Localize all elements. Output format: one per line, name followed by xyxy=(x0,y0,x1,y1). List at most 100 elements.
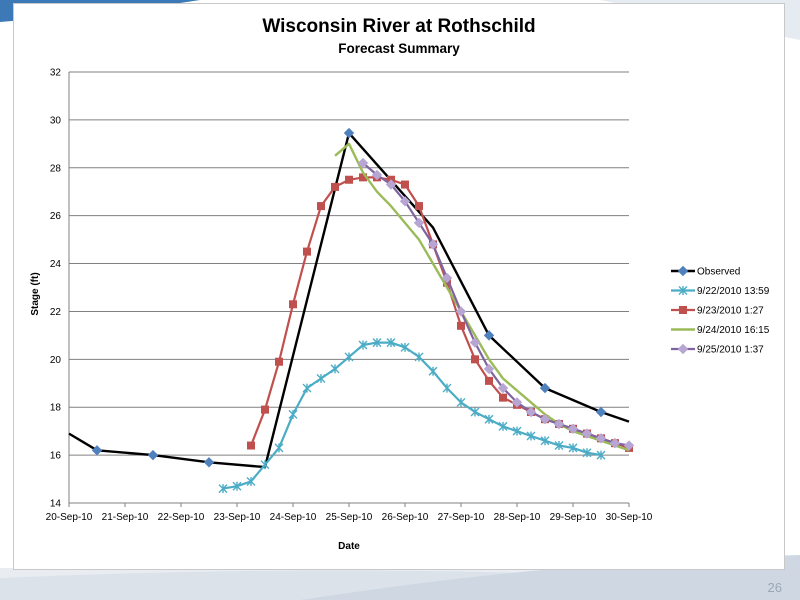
data-point xyxy=(91,445,103,456)
series-4 xyxy=(357,157,635,451)
data-point xyxy=(427,239,439,250)
chart-subtitle: Forecast Summary xyxy=(338,41,460,56)
data-point xyxy=(385,179,397,190)
data-point xyxy=(623,440,635,451)
x-tick-label: 24-Sep-10 xyxy=(270,512,317,523)
series-0 xyxy=(68,127,630,469)
data-point xyxy=(554,441,564,451)
legend-item: Observed xyxy=(671,265,740,278)
data-point xyxy=(497,382,509,394)
page-number: 26 xyxy=(767,580,782,595)
data-point xyxy=(316,373,326,383)
data-point xyxy=(511,397,523,408)
x-tick-label: 27-Sep-10 xyxy=(438,512,485,523)
data-point xyxy=(414,352,424,362)
data-point xyxy=(247,441,255,450)
data-point xyxy=(595,433,607,444)
series-line xyxy=(362,162,630,447)
data-point xyxy=(483,330,495,341)
y-tick-label: 16 xyxy=(50,451,62,462)
x-tick-label: 26-Sep-10 xyxy=(382,512,429,523)
data-point xyxy=(302,383,312,393)
legend-label: 9/23/2010 1:27 xyxy=(697,306,764,317)
x-tick-label: 28-Sep-10 xyxy=(494,512,541,523)
data-point xyxy=(413,217,425,229)
x-tick-label: 21-Sep-10 xyxy=(102,512,149,523)
data-point xyxy=(678,286,688,295)
x-tick-label: 25-Sep-10 xyxy=(326,512,373,523)
series-line xyxy=(334,142,630,452)
data-point xyxy=(246,476,256,486)
y-tick-label: 22 xyxy=(50,307,62,318)
data-point xyxy=(372,338,382,348)
data-point xyxy=(386,338,396,348)
data-point xyxy=(345,175,353,184)
y-tick-label: 26 xyxy=(50,211,62,222)
x-tick-label: 23-Sep-10 xyxy=(214,512,261,523)
data-point xyxy=(428,366,438,376)
data-point xyxy=(343,127,355,139)
data-point xyxy=(147,449,159,461)
data-point xyxy=(399,196,411,207)
y-tick-label: 14 xyxy=(50,499,62,510)
axes xyxy=(68,72,630,507)
data-point xyxy=(261,405,269,414)
x-tick-label: 30-Sep-10 xyxy=(606,512,653,523)
series-3 xyxy=(334,142,630,452)
y-tick-labels: 14 16 18 20 22 24 26 28 30 32 xyxy=(50,68,62,510)
data-point xyxy=(344,352,354,362)
data-point xyxy=(471,355,479,364)
data-point xyxy=(456,397,466,407)
x-tick-label: 22-Sep-10 xyxy=(158,512,205,523)
data-point xyxy=(677,343,689,355)
legend-item: 9/22/2010 13:59 xyxy=(671,286,770,297)
data-point xyxy=(401,180,409,189)
data-point xyxy=(415,202,423,211)
y-tick-label: 30 xyxy=(50,115,62,126)
data-point xyxy=(484,414,494,424)
data-point xyxy=(539,413,551,425)
data-point xyxy=(442,383,452,393)
data-point xyxy=(317,202,325,211)
legend-label: 9/24/2010 16:15 xyxy=(697,325,770,336)
data-point xyxy=(677,265,689,277)
data-point xyxy=(359,173,367,182)
data-point xyxy=(232,481,242,491)
series-lines xyxy=(68,127,635,494)
series-line xyxy=(222,341,602,490)
data-point xyxy=(525,406,537,418)
y-tick-label: 20 xyxy=(50,355,62,366)
data-point xyxy=(260,460,270,470)
legend-item: 9/23/2010 1:27 xyxy=(671,306,764,317)
y-tick-label: 24 xyxy=(50,259,62,270)
data-point xyxy=(553,418,565,430)
y-tick-label: 18 xyxy=(50,403,62,414)
y-tick-label: 28 xyxy=(50,163,62,174)
data-point xyxy=(568,443,578,453)
data-point xyxy=(371,169,383,181)
legend: Observed 9/22/2010 13:59 9/23/2010 1:27 9/2… xyxy=(671,265,770,356)
data-point xyxy=(483,363,495,375)
x-tick-labels: 20-Sep-10 21-Sep-10 22-Sep-10 23-Sep-10 24-S… xyxy=(46,512,653,523)
data-point xyxy=(499,393,507,402)
data-point xyxy=(582,448,592,458)
data-point xyxy=(288,409,298,419)
chart-title: Wisconsin River at Rothschild xyxy=(262,16,535,37)
data-point xyxy=(274,443,284,453)
data-point xyxy=(567,423,579,434)
x-axis-label: Date xyxy=(338,541,360,552)
legend-item: 9/24/2010 16:15 xyxy=(671,325,770,336)
data-point xyxy=(357,157,369,169)
y-tick-label: 32 xyxy=(50,68,62,79)
data-point xyxy=(581,428,593,439)
data-point xyxy=(331,182,339,191)
x-tick-label: 29-Sep-10 xyxy=(550,512,597,523)
data-point xyxy=(540,436,550,446)
data-point xyxy=(358,340,368,350)
data-point xyxy=(455,306,467,317)
legend-item: 9/25/2010 1:37 xyxy=(671,343,764,356)
data-point xyxy=(469,337,481,348)
data-point xyxy=(203,457,215,468)
data-point xyxy=(485,376,493,385)
data-point xyxy=(275,357,283,366)
